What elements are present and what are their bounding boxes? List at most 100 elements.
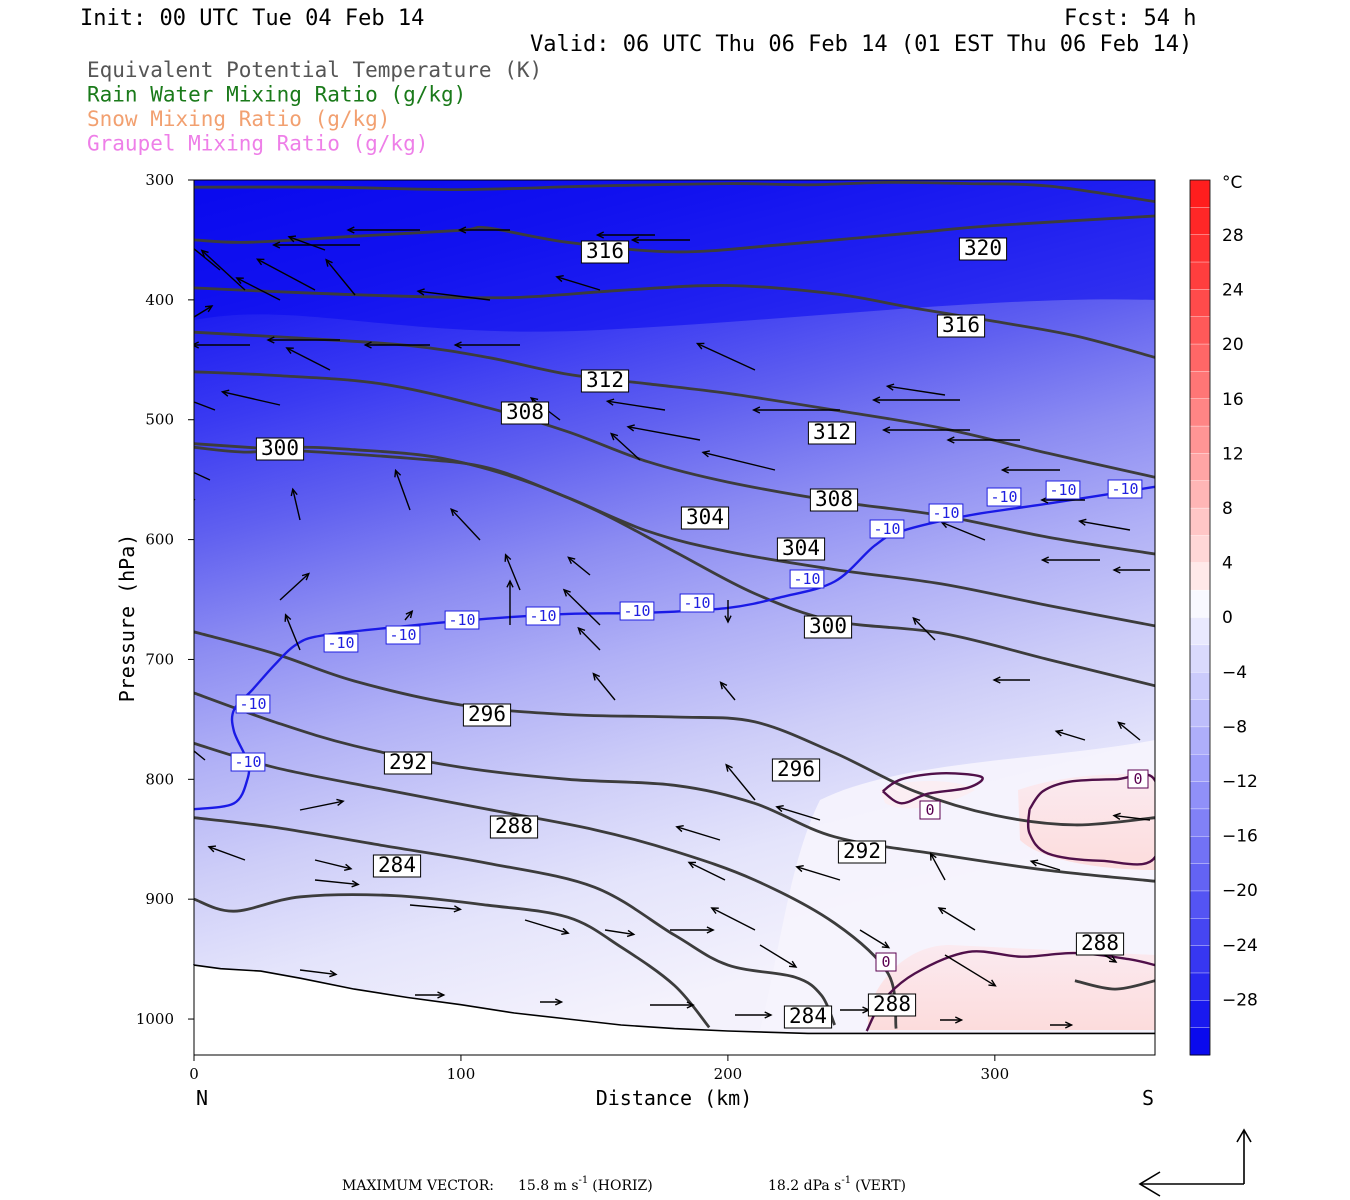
theta-e-label: 320 [958,236,1008,261]
wind-vector-head [881,426,891,434]
wind-vector-head [988,979,997,987]
wind-vector [416,288,491,301]
x-tick-label: 100 [447,1065,476,1083]
wind-vector-head [506,579,514,588]
wind-vector-shaft [208,846,246,861]
wind-vector-shaft [776,806,821,821]
isotherm-label: -10 [619,601,655,621]
isotherm-label: -10 [444,610,480,630]
wind-vector-head [992,676,1001,684]
wind-vector-head [1108,955,1118,963]
y-tick-label: 800 [145,770,174,788]
theta-e-label-text: 308 [815,487,853,511]
wind-vector [1117,721,1141,741]
wind-vector [194,471,211,481]
theta-e-contour-316 [194,284,1155,359]
isotherm-label-box [1045,480,1081,500]
colorbar-segment [1189,207,1211,236]
wind-vector-head [416,288,425,296]
isotherm-label-box [235,694,271,714]
wind-vector-head [194,341,200,349]
colorbar-segment [1189,562,1211,591]
colorbar-segment [1189,1027,1211,1056]
wind-vector-shaft [796,866,841,881]
colorbar-segment [1189,507,1211,537]
wind-vector [346,226,420,234]
wind-vector-shaft [236,277,281,301]
wind-vector-head [284,613,292,622]
wind-vector [605,398,666,411]
field-title-1: Equivalent Potential Temperature (K) [87,58,542,82]
wind-vector-shaft [194,401,216,411]
theta-e-label-box [255,437,305,461]
isotherm-label: -10 [679,593,715,613]
wind-vector [992,676,1030,684]
colorbar-tick-label: 16 [1222,390,1244,410]
colorbar-segment [1189,726,1211,756]
underground-mask [194,965,1155,1055]
y-tick-label: 700 [145,650,174,668]
wind-vector-shaft [288,236,326,251]
colorbar-frame [1189,179,1211,1056]
wind-vector-shaft [524,919,569,934]
wind-vector-head [626,929,636,938]
wind-vector-shaft [299,800,344,811]
theta-e-label-box [837,840,887,864]
wind-vector-shaft [702,451,776,471]
colorbar-segment [1189,453,1211,482]
wind-vector-shaft [325,259,356,296]
valid-time: Valid: 06 UTC Thu 06 Feb 14 (01 EST Thu … [530,32,1192,57]
theta-e-label-box [867,993,917,1017]
wind-vector [859,929,891,949]
wind-vector [937,907,976,931]
wind-vector-head [725,763,733,772]
wind-vector-shaft [404,610,413,621]
wind-vector [1112,566,1150,574]
wind-vector [577,626,601,651]
theta-e-label-box [680,506,730,530]
theta-e-contour-300 [194,445,1155,688]
max-vector-note: MAXIMUM VECTOR: 15.8 m s-1 (HORIZ) 18.2 d… [342,1175,906,1194]
wind-vector [540,998,564,1006]
theta-e-label-box [489,815,539,839]
theta-e-label: 288 [867,992,917,1017]
theta-e-label: 296 [462,702,512,727]
wind-vector-shaft [201,249,246,291]
wind-vector-head [453,905,463,913]
wind-vector-head [28,318,35,324]
wind-vector-head [457,226,467,234]
wind-vector-head [1112,566,1121,574]
field-title-3: Snow Mixing Ratio (g/kg) [87,107,390,131]
theta-e-label: 304 [776,536,826,561]
wind-vector-head [450,508,458,517]
wind-vector-head [871,396,881,404]
colorbar-segment [1189,972,1211,1002]
wind-vector-head [137,256,144,262]
y-axis-label: Pressure (hPa) [115,534,139,703]
wind-vector [266,336,340,344]
wind-vector-head [885,383,895,391]
wind-vector-head [706,926,715,934]
wind-vector-head [204,305,214,313]
isotherm-label-text: -10 [234,753,261,771]
isotherm-label-text: -10 [529,607,556,625]
wind-vector-shaft [194,498,196,501]
wind-vector [1029,859,1061,871]
theta-e-label-box [462,703,512,727]
wind-vector-shaft [610,433,641,461]
theta-e-label: 316 [936,313,986,338]
colorbar-tick-label: −28 [1222,990,1258,1010]
isotherm-label: -10 [525,606,561,626]
wind-vector-shaft [607,400,666,411]
theta-e-label-text: 320 [964,236,1002,260]
theta-e-label: 292 [837,839,887,864]
wind-vector [592,672,616,701]
theta-e-label: 300 [255,436,305,461]
wind-vector [314,859,353,871]
isotherm-label: -10 [1107,479,1143,499]
wind-vector-shaft [759,944,797,968]
theta-e-contour-296 [194,630,1155,827]
wind-vector [946,436,1020,444]
wind-vector [194,401,216,411]
